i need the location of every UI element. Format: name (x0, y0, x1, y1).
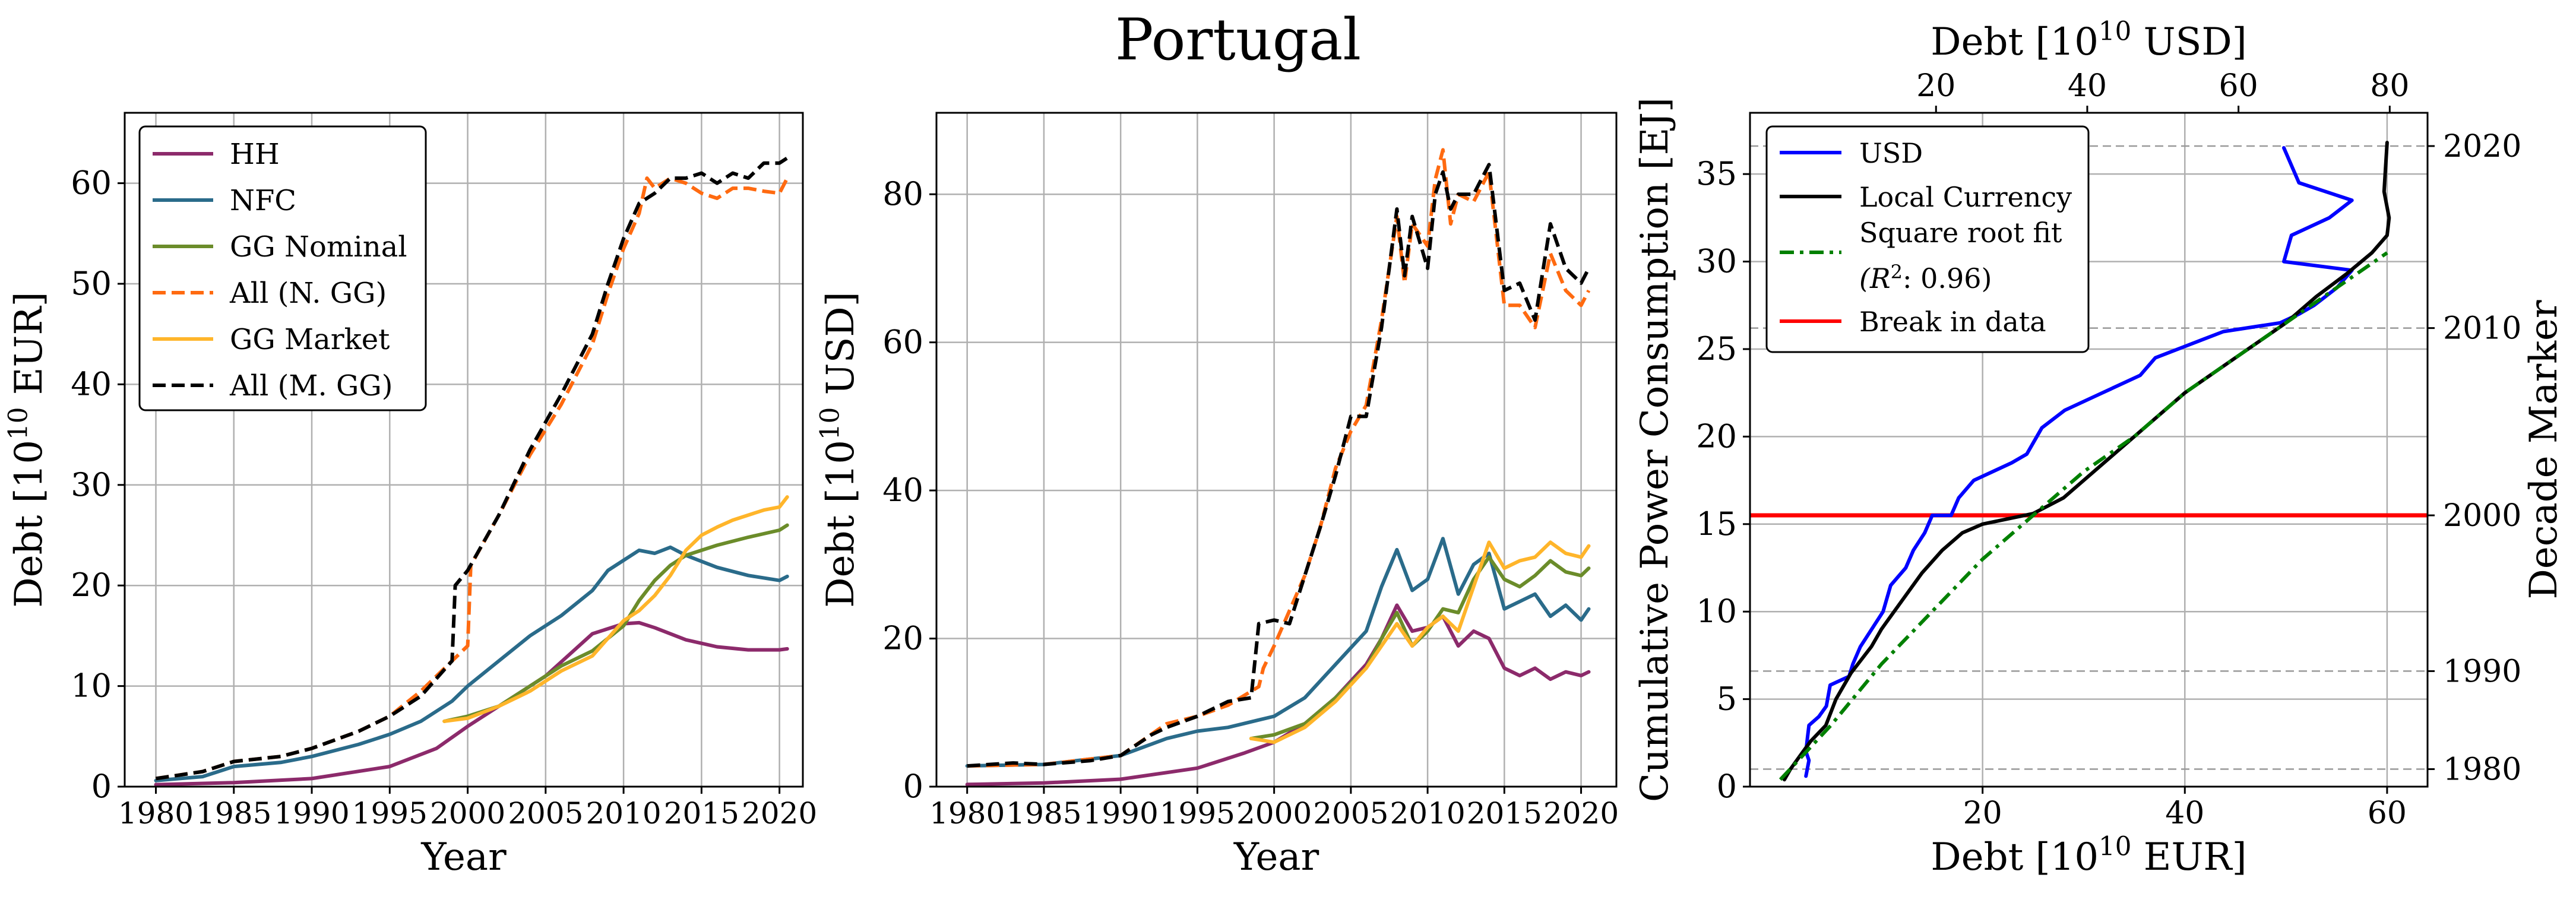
x-axis-label-top: Debt [1010 USD] (1931, 17, 2246, 64)
y-tick-label: 20 (71, 566, 112, 604)
x-tick-label-bottom: 60 (2368, 796, 2407, 831)
x-tick-label: 2000 (430, 796, 505, 831)
y-tick-label: 35 (1696, 155, 1737, 192)
decade-tick-label-2000: 2000 (2443, 498, 2521, 534)
x-tick-label: 2015 (1467, 796, 1542, 831)
legend: USD Local Currency Square root fit Break in… (1765, 125, 2090, 353)
series-group (1778, 141, 2391, 782)
y-tick-label: 40 (71, 365, 112, 403)
x-tick-label-top: 60 (2219, 68, 2258, 104)
figure-title: Portugal (1115, 7, 1361, 73)
y-axis-label: Debt [1010 EUR] (4, 292, 51, 607)
legend-frame (1765, 125, 2090, 353)
legend-label-r-squared: (R2: 0.96) (1859, 261, 1992, 294)
series-group (965, 148, 1591, 787)
x-tick-label: 1990 (274, 796, 349, 831)
y-tick-label: 10 (1696, 593, 1737, 630)
series-group (154, 156, 789, 787)
x-tick-label: 1990 (1083, 796, 1159, 831)
y-tick-label: 30 (1696, 243, 1737, 280)
x-tick-label: 1980 (118, 796, 194, 831)
y-tick-label: 0 (91, 768, 112, 805)
legend-label-break-in-data: Break in data (1859, 306, 2046, 338)
y-tick-label: 10 (71, 667, 112, 705)
panel-left-eur-debt: 1980 1985 1990 1995 2000 2005 2010 2015 2020 0 10 2… (4, 112, 817, 879)
panel-right-power-consumption: 20 40 60 20 40 60 80 0 5 10 15 20 25 30 35 1980 1990 2000… (1633, 17, 2566, 879)
series-line-all-m-gg (156, 156, 789, 781)
plot-frame (935, 112, 1618, 788)
series-line-all-m-gg (967, 163, 1591, 768)
y-axis-label-right: Decade Marker (2522, 300, 2566, 599)
x-tick-label: 2010 (586, 796, 661, 831)
legend-label-gg-market: GG Market (230, 323, 390, 356)
legend-label-square-root-fit: Square root fit (1859, 217, 2062, 249)
x-axis-label-bottom: Debt [1010 EUR] (1931, 832, 2246, 879)
legend-label-usd: USD (1859, 137, 1923, 169)
x-tick-label: 1995 (352, 796, 428, 831)
x-tick-label: 2005 (508, 796, 583, 831)
series-line-hh (965, 603, 1591, 787)
series-line-square-root-fit (1778, 251, 2388, 781)
x-tick-label-bottom: 20 (1963, 796, 2002, 831)
series-line-hh (154, 620, 789, 787)
x-axis-label: Year (1233, 835, 1319, 879)
decade-tick-label-1990: 1990 (2443, 654, 2521, 689)
y-tick-label: 25 (1696, 330, 1737, 367)
legend-label-nfc: NFC (230, 184, 296, 217)
x-tick-label: 2010 (1390, 796, 1465, 831)
plot-frame (1749, 112, 2429, 788)
y-tick-label: 30 (71, 466, 112, 503)
y-axis-label-left: Cumulative Power Consumption [EJ] (1633, 97, 1677, 802)
y-tick-label: 5 (1717, 680, 1737, 718)
plot-frame (124, 112, 804, 788)
series-line-gg-market (442, 495, 789, 723)
series-line-gg-nominal (442, 523, 789, 723)
legend-frame (138, 125, 427, 411)
x-tick-label: 2020 (1543, 796, 1619, 831)
x-tick-label-top: 40 (2068, 68, 2107, 104)
x-tick-label: 1985 (1006, 796, 1081, 831)
series-line-gg-nominal (1249, 555, 1591, 740)
x-tick-label: 1980 (929, 796, 1005, 831)
x-tick-label-top: 20 (1916, 68, 1955, 104)
x-tick-label-bottom: 40 (2165, 796, 2204, 831)
legend: HH NFC GG Nominal All (N. GG) GG Market All (… (138, 125, 427, 411)
legend-label-all-n-gg: All (N. GG) (229, 277, 387, 310)
y-tick-label: 20 (1696, 417, 1737, 455)
legend-label-gg-nominal: GG Nominal (230, 230, 407, 264)
x-tick-label: 2005 (1313, 796, 1388, 831)
y-tick-label: 50 (71, 265, 112, 302)
legend-label-hh: HH (230, 138, 280, 171)
series-line-all-n-gg (967, 148, 1591, 768)
series-line-gg-market (1249, 540, 1591, 744)
decade-tick-label-1980: 1980 (2443, 752, 2521, 788)
decade-tick-label-2020: 2020 (2443, 129, 2521, 164)
y-tick-label: 80 (882, 175, 923, 213)
legend-label-local-currency: Local Currency (1859, 181, 2072, 213)
y-tick-label: 60 (882, 324, 923, 361)
x-axis-label: Year (420, 835, 507, 879)
y-tick-label: 20 (882, 620, 923, 657)
y-tick-label: 0 (903, 768, 923, 805)
series-line-nfc (154, 545, 789, 782)
decade-tick-label-2010: 2010 (2443, 311, 2521, 347)
x-tick-label-top: 80 (2370, 68, 2409, 104)
panel-middle-usd-debt: 1980 1985 1990 1995 2000 2005 2010 2015 2020 0 20 4… (816, 112, 1619, 879)
series-line-nfc (965, 537, 1591, 768)
x-tick-label: 2015 (664, 796, 739, 831)
legend-label-all-m-gg: All (M. GG) (229, 369, 393, 403)
y-axis-label: Debt [1010 USD] (816, 292, 863, 607)
y-tick-label: 60 (71, 164, 112, 202)
x-tick-label: 1995 (1160, 796, 1235, 831)
y-tick-label: 0 (1717, 768, 1737, 805)
x-tick-label: 1985 (196, 796, 271, 831)
y-tick-label: 40 (882, 471, 923, 509)
y-tick-label: 15 (1696, 505, 1737, 543)
x-tick-label: 2000 (1236, 796, 1312, 831)
x-tick-label: 2020 (742, 796, 817, 831)
series-line-local-currency (1782, 141, 2391, 782)
